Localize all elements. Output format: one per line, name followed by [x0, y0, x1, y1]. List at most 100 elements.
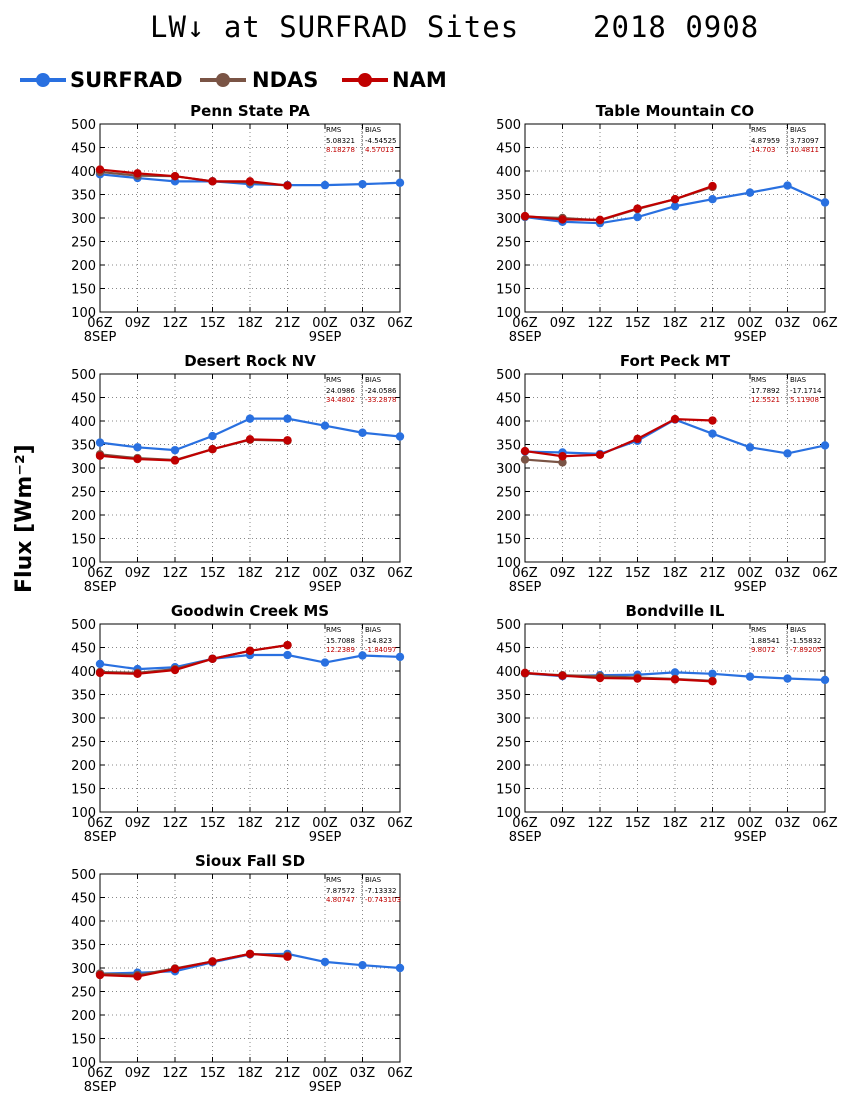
y-tick-label: 300	[496, 462, 521, 477]
stats-header: BIAS	[365, 126, 382, 134]
x-tick-label: 15Z	[200, 816, 226, 831]
data-point-nam	[633, 204, 642, 213]
data-point-nam	[283, 181, 292, 190]
stats-value: 14.703	[751, 146, 776, 154]
stats-header: BIAS	[790, 626, 807, 634]
y-tick-label: 100	[71, 306, 96, 321]
y-tick-label: 150	[496, 533, 521, 548]
x-tick-label: 00Z	[737, 316, 763, 331]
data-point-surfrad	[208, 431, 217, 441]
stats-value: 7.87572	[326, 887, 355, 895]
y-tick-label: 200	[496, 259, 521, 274]
y-tick-label: 500	[71, 618, 96, 633]
y-tick-label: 500	[496, 368, 521, 383]
chart-title: Desert Rock NV	[184, 352, 316, 370]
chart-title: Bondville IL	[626, 602, 725, 620]
legend-marker-ndas-icon	[200, 73, 246, 87]
data-point-nam	[558, 452, 567, 461]
y-tick-label: 150	[71, 533, 96, 548]
series-line-nam	[99, 952, 288, 978]
y-tick-label: 100	[71, 806, 96, 821]
data-point-nam	[595, 673, 605, 683]
y-tick-label: 400	[71, 165, 96, 180]
stats-value: -1.55832	[790, 637, 821, 645]
data-point-surfrad	[745, 672, 755, 681]
stats-value: -0.743103	[365, 896, 401, 904]
data-point-surfrad	[783, 449, 792, 458]
y-tick-label: 400	[496, 165, 521, 180]
data-point-surfrad	[395, 963, 405, 973]
data-point-surfrad	[820, 441, 830, 450]
y-tick-label: 200	[71, 1009, 96, 1024]
y-tick-label: 150	[496, 783, 521, 798]
x-tick-label: 12Z	[162, 1066, 188, 1081]
x-tick-label: 06Z	[812, 816, 838, 831]
series-line-surfrad	[524, 418, 826, 456]
y-tick-label: 300	[71, 212, 96, 227]
data-point-nam	[520, 446, 530, 456]
data-point-nam	[708, 416, 717, 425]
y-tick-label: 100	[71, 1056, 96, 1071]
stats-value: -7.89205	[790, 646, 821, 654]
y-tick-label: 450	[71, 392, 96, 407]
data-point-surfrad	[783, 181, 792, 190]
y-tick-label: 350	[71, 189, 96, 204]
x-tick-label: 09Z	[125, 1066, 151, 1081]
x-tick-label: 09Z	[550, 566, 576, 581]
y-tick-label: 450	[71, 892, 96, 907]
x-tick-label: 06Z	[512, 566, 538, 581]
y-tick-label: 300	[71, 712, 96, 727]
data-point-surfrad	[170, 445, 180, 455]
legend-label-surfrad: SURFRAD	[70, 68, 183, 92]
y-tick-label: 300	[71, 962, 96, 977]
x-tick-label: 15Z	[625, 566, 651, 581]
y-tick-label: 500	[496, 118, 521, 133]
chart-panel: Penn State PA 100 150 200 250 300 350 400 450 500…	[71, 102, 413, 345]
x-tick-label: 03Z	[350, 316, 376, 331]
x-tick-label: 06Z	[812, 316, 838, 331]
x-tick-label: 12Z	[587, 816, 613, 831]
y-tick-label: 100	[496, 556, 521, 571]
series-line-nam	[99, 168, 288, 187]
series-line-ndas	[524, 458, 563, 464]
data-point-surfrad	[670, 202, 680, 211]
legend-item-nam: NAM	[340, 66, 447, 96]
stats-value: -4.54525	[365, 137, 396, 145]
y-tick-label: 350	[496, 689, 521, 704]
x-tick-label: 06Z	[87, 816, 113, 831]
legend-label-nam: NAM	[392, 68, 447, 92]
data-point-nam	[245, 646, 255, 655]
stats-header: BIAS	[365, 876, 382, 884]
data-point-nam	[208, 177, 217, 186]
x-tick-label: 06Z	[87, 566, 113, 581]
stats-value: 3.73097	[790, 137, 819, 145]
data-point-nam	[170, 665, 180, 675]
data-point-nam	[708, 677, 717, 686]
x-tick-label: 09Z	[125, 316, 151, 331]
date-label: 8SEP	[84, 1080, 117, 1095]
data-point-nam	[670, 414, 680, 424]
chart-title: Penn State PA	[190, 102, 310, 120]
data-point-nam	[95, 451, 105, 460]
data-point-surfrad	[95, 438, 105, 447]
stats-value: 4.87959	[751, 137, 780, 145]
data-point-nam	[95, 970, 105, 980]
data-point-surfrad	[283, 650, 292, 660]
y-tick-label: 200	[71, 509, 96, 524]
stats-value: 10.4811	[790, 146, 819, 154]
y-tick-label: 250	[71, 236, 96, 251]
chart-panel: Sioux Fall SD 100 150 200 250 300 350 400 450 500…	[71, 852, 413, 1095]
x-tick-label: 06Z	[87, 1066, 113, 1081]
y-tick-label: 400	[496, 415, 521, 430]
x-tick-label: 15Z	[625, 816, 651, 831]
data-point-nam	[670, 195, 680, 204]
x-tick-label: 21Z	[700, 816, 726, 831]
y-tick-label: 150	[71, 1033, 96, 1048]
data-point-surfrad	[708, 195, 717, 204]
x-tick-label: 06Z	[512, 816, 538, 831]
data-point-nam	[170, 964, 180, 974]
data-point-ndas	[558, 458, 567, 467]
data-point-nam	[245, 435, 255, 444]
x-tick-label: 09Z	[550, 316, 576, 331]
x-tick-label: 18Z	[237, 316, 263, 331]
